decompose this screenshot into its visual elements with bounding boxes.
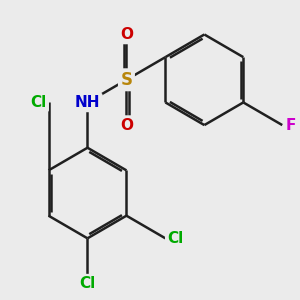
Text: O: O bbox=[120, 118, 133, 133]
Text: S: S bbox=[120, 71, 132, 89]
Text: O: O bbox=[120, 27, 133, 42]
Text: Cl: Cl bbox=[80, 276, 96, 291]
Text: Cl: Cl bbox=[30, 95, 47, 110]
Text: Cl: Cl bbox=[167, 231, 184, 246]
Text: F: F bbox=[285, 118, 296, 133]
Text: NH: NH bbox=[75, 95, 100, 110]
